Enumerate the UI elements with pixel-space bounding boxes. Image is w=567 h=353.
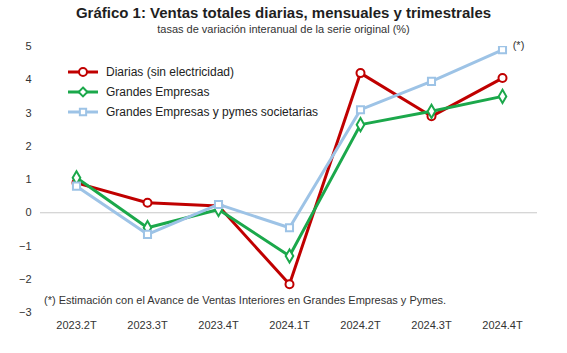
svg-text:2023.4T: 2023.4T [198,319,239,331]
svg-text:−3: −3 [19,306,32,318]
html-text:tasas de variación interanual: tasas de variación interanual de la seri… [157,23,410,35]
svg-text:−2: −2 [19,273,32,285]
svg-text:2024.1T: 2024.1T [269,319,310,331]
html-text:Grandes Empresas: Grandes Empresas [106,85,210,99]
html-text:Diarias (sin electricidad): Diarias (sin electricidad) [106,65,234,79]
svg-text:2024.2T: 2024.2T [340,319,381,331]
html-text:Gráfico 1: Ventas totales diar: Gráfico 1: Ventas totales diarias, mensu… [75,4,492,21]
svg-text:(*): (*) [513,39,525,51]
svg-text:1: 1 [25,173,31,185]
svg-text:2024.3T: 2024.3T [411,319,452,331]
svg-text:2023.2T: 2023.2T [56,319,97,331]
html-text:(*) Estimación con el Avance d: (*) Estimación con el Avance de Ventas I… [44,294,447,306]
html-text:Grandes Empresas y pymes socie: Grandes Empresas y pymes societarias [106,105,319,119]
svg-text:2023.3T: 2023.3T [127,319,168,331]
svg-text:2: 2 [25,140,31,152]
svg-text:−1: −1 [19,240,32,252]
svg-text:0: 0 [25,206,31,218]
svg-text:4: 4 [25,73,31,85]
svg-text:3: 3 [25,107,31,119]
svg-text:5: 5 [25,40,31,52]
svg-text:2024.4T: 2024.4T [482,319,523,331]
